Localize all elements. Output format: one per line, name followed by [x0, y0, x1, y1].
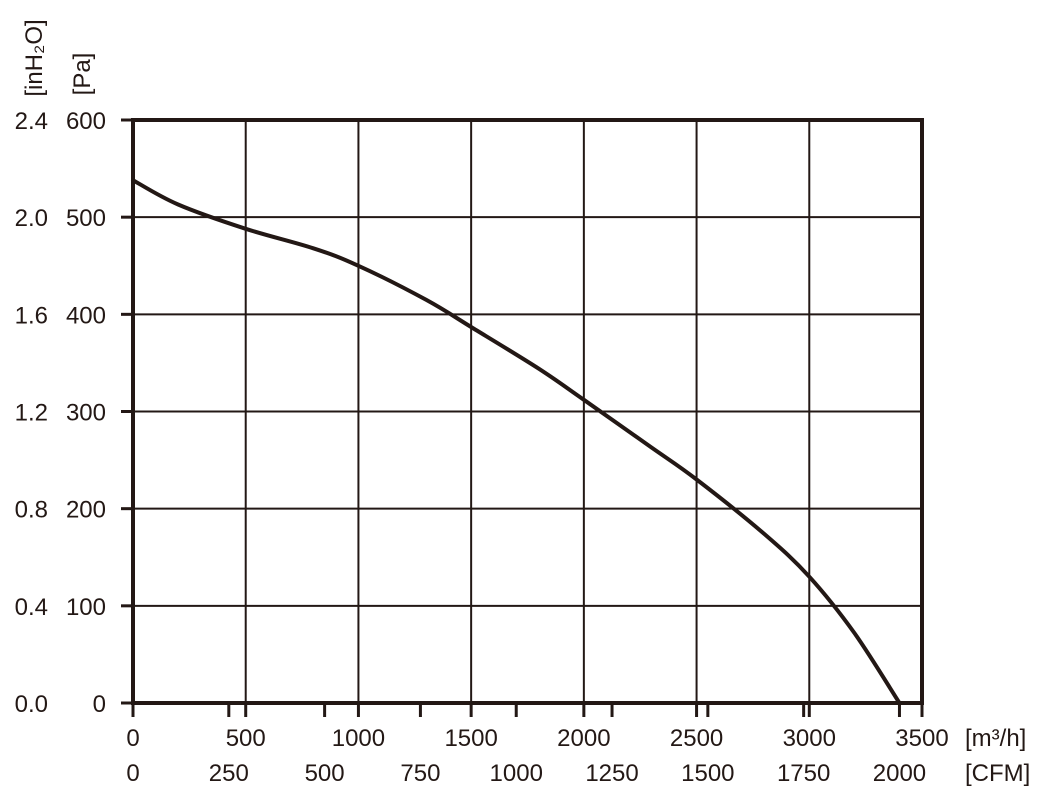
- y2-tick-label: 0.4: [15, 594, 48, 621]
- x2-tick-label: 0: [126, 760, 139, 787]
- y-tick-label: 500: [66, 205, 106, 232]
- x2-tick-label: 1000: [490, 760, 543, 787]
- axis-ticks: [121, 118, 924, 717]
- y-tick-label: 200: [66, 497, 106, 524]
- y2-tick-label: 0.0: [15, 691, 48, 718]
- grid-lines: [133, 120, 922, 703]
- x2-tick-label: 1250: [585, 760, 638, 787]
- y-tick-label: 400: [66, 302, 106, 329]
- x2-tick-label: 1500: [681, 760, 734, 787]
- x2-tick-label: 2000: [873, 760, 926, 787]
- series-line: [131, 178, 902, 705]
- x-tick-label: 2500: [670, 725, 723, 752]
- y-tick-label: 600: [66, 108, 106, 135]
- y2-tick-label: 0.8: [15, 497, 48, 524]
- x-axis-unit-m3h: [m³/h]: [965, 725, 1026, 752]
- x2-tick-label: 250: [209, 760, 249, 787]
- y-tick-label: 100: [66, 594, 106, 621]
- x-tick-label: 1000: [332, 725, 385, 752]
- y-tick-label: 300: [66, 400, 106, 427]
- x-tick-label: 500: [226, 725, 266, 752]
- x-tick-label: 0: [126, 725, 139, 752]
- y-tick-label: 0: [93, 691, 106, 718]
- y2-tick-label: 1.2: [15, 400, 48, 427]
- y2-tick-label: 1.6: [15, 302, 48, 329]
- y2-tick-label: 2.4: [15, 108, 48, 135]
- y2-tick-label: 2.0: [15, 205, 48, 232]
- x-tick-label: 1500: [444, 725, 497, 752]
- y-axis-unit-inh2o: [inH₂O]: [21, 19, 48, 96]
- x-tick-label: 3500: [895, 725, 948, 752]
- x2-tick-label: 1750: [777, 760, 830, 787]
- x2-tick-label: 500: [305, 760, 345, 787]
- y-axis-unit-pa: [Pa]: [69, 53, 96, 96]
- x-axis-unit-cfm: [CFM]: [965, 760, 1030, 787]
- x-tick-label: 3000: [783, 725, 836, 752]
- x-tick-label: 2000: [557, 725, 610, 752]
- x2-tick-label: 750: [400, 760, 440, 787]
